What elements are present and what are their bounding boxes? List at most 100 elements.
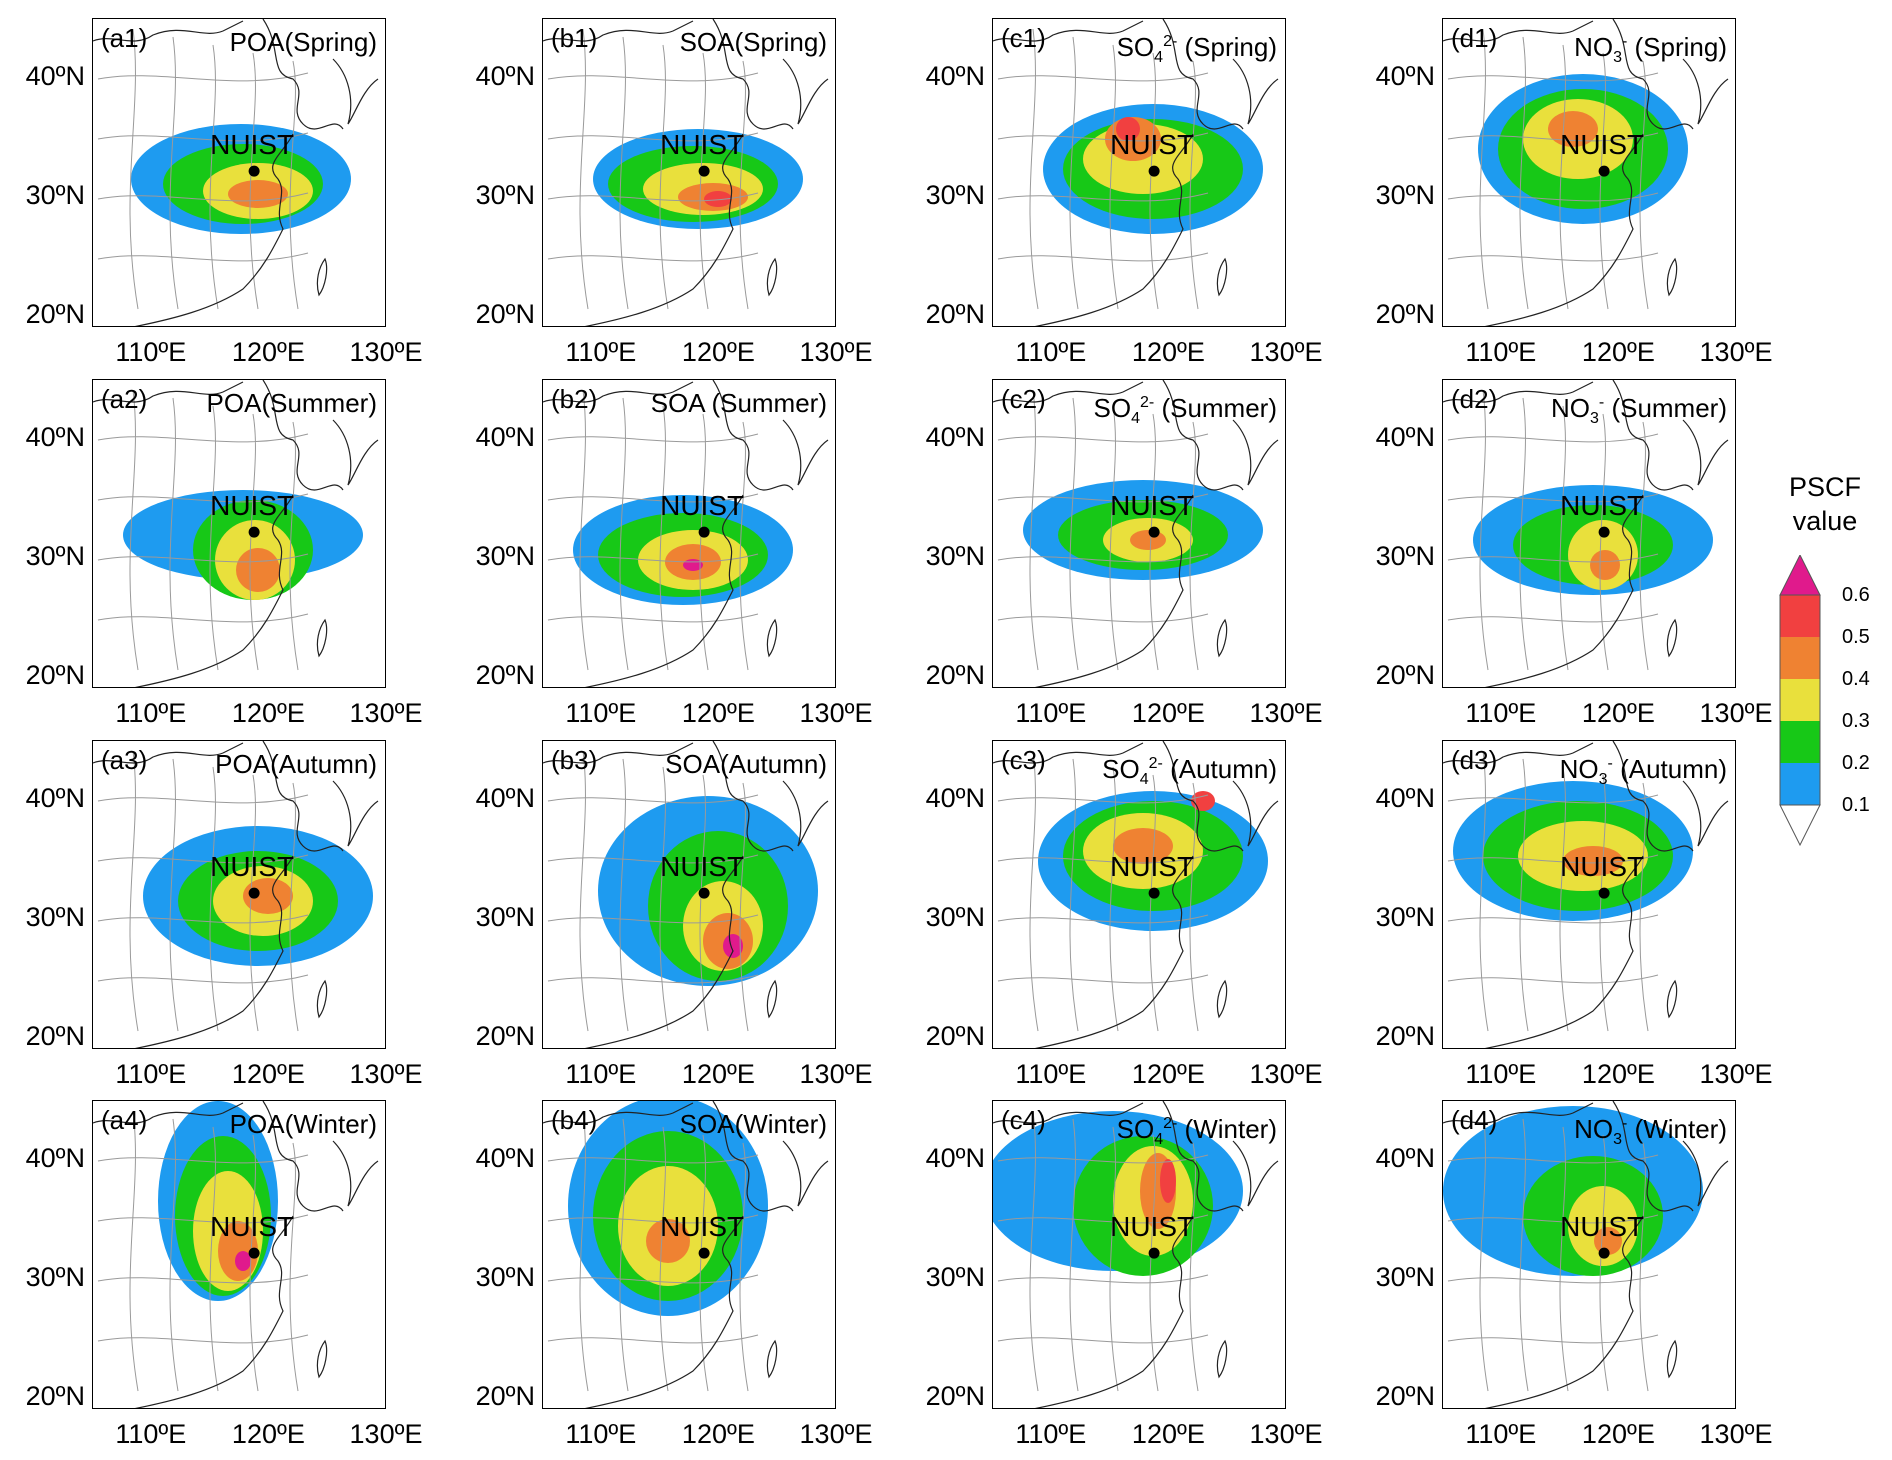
- nuist-site-marker: [1148, 1247, 1160, 1259]
- colorbar-tick-label: 0.4: [1842, 668, 1870, 690]
- nuist-site-marker: [1598, 1247, 1610, 1259]
- longitude-tick-label: 120ºE: [1581, 698, 1655, 728]
- map-frame: NUIST (a4) POA(Winter): [92, 1100, 386, 1409]
- species-charge: -: [1621, 33, 1628, 50]
- longitude-tick-label: 110ºE: [565, 698, 637, 728]
- map-panel-b2: NUIST (b2) SOA (Summer) 40ºN 30ºN 20ºN 110ºE 12…: [450, 379, 880, 739]
- species-subscript: 3: [1613, 49, 1622, 66]
- latitude-tick-label: 40ºN: [25, 783, 85, 814]
- species-name: POA: [215, 749, 271, 779]
- latitude-tick-label: 40ºN: [925, 1143, 985, 1174]
- latitude-tick-label: 40ºN: [25, 422, 85, 453]
- panel-label: (c2): [1001, 384, 1046, 414]
- colorbar-tick-label: 0.3: [1842, 710, 1870, 732]
- latitude-tick-label: 40ºN: [475, 422, 535, 453]
- species-name: SOA: [650, 388, 705, 418]
- nuist-site-label: NUIST: [1110, 490, 1195, 522]
- coastline: [93, 741, 379, 1048]
- pscf-contour-magenta: [235, 1251, 251, 1271]
- map-frame: NUIST (c4) SO42- (Winter): [992, 1100, 1286, 1409]
- nuist-site-marker: [698, 165, 710, 177]
- species-name: SO: [1102, 754, 1140, 784]
- latitude-tick-label: 30ºN: [475, 1262, 535, 1293]
- panel-label: (d2): [1451, 384, 1498, 414]
- pscf-contour-magenta: [723, 934, 743, 958]
- pscf-contour-orange: [646, 1219, 690, 1263]
- map-panel-d4: NUIST (d4) NO3- (Winter) 40ºN 30ºN 20ºN 110ºE 1…: [1350, 1100, 1780, 1460]
- longitude-tick-label: 130ºE: [1699, 337, 1773, 367]
- longitude-tick-label: 110ºE: [565, 1059, 637, 1089]
- panel-label: (d1): [1451, 23, 1498, 53]
- longitude-tick-label: 120ºE: [681, 337, 755, 367]
- map-frame: NUIST (d1) NO3- (Spring): [1442, 18, 1736, 327]
- season-name: (Winter): [1627, 1114, 1727, 1144]
- nuist-site-label: NUIST: [210, 1211, 295, 1243]
- nuist-site-marker: [1148, 887, 1160, 899]
- nuist-site-marker: [1598, 165, 1610, 177]
- longitude-tick-label: 130ºE: [349, 1419, 423, 1449]
- species-name: NO: [1574, 32, 1614, 62]
- species-subscript: 4: [1154, 1131, 1164, 1148]
- colorbar-tick-label: 0.5: [1842, 626, 1870, 648]
- province-borders: [1447, 1110, 1659, 1392]
- nuist-site-marker: [1598, 887, 1610, 899]
- nuist-site-label: NUIST: [1110, 1211, 1195, 1243]
- pscf-contour-red: [704, 191, 732, 207]
- latitude-tick-label: 20ºN: [25, 299, 85, 330]
- province-borders: [997, 750, 1209, 1032]
- map-frame: NUIST (d4) NO3- (Winter): [1442, 1100, 1736, 1409]
- map-frame: NUIST (a2) POA(Summer): [92, 379, 386, 688]
- species-name: SO: [1116, 32, 1155, 62]
- latitude-tick-label: 40ºN: [475, 1143, 535, 1174]
- latitude-tick-label: 30ºN: [475, 541, 535, 572]
- species-name: SOA: [679, 27, 735, 57]
- map-panel-c1: NUIST (c1) SO42- (Spring) 40ºN 30ºN 20ºN 110ºE…: [900, 18, 1330, 378]
- species-subscript: 3: [1598, 771, 1608, 788]
- longitude-tick-label: 130ºE: [1249, 698, 1323, 728]
- province-borders: [1447, 750, 1659, 1032]
- colorbar-title: PSCF value: [1770, 470, 1880, 538]
- season-name: (Winter): [734, 1109, 827, 1139]
- latitude-tick-label: 30ºN: [25, 180, 85, 211]
- nuist-site-marker: [248, 526, 260, 538]
- province-borders: [1447, 389, 1659, 671]
- species-subscript: 4: [1131, 410, 1140, 427]
- province-borders: [1447, 28, 1659, 310]
- longitude-tick-label: 130ºE: [799, 1059, 873, 1089]
- latitude-tick-label: 30ºN: [925, 902, 985, 933]
- pscf-contour-map: [1443, 1101, 1729, 1408]
- latitude-tick-label: 20ºN: [1375, 1021, 1435, 1052]
- colorbar-swatches: [1779, 555, 1821, 847]
- latitude-tick-label: 20ºN: [475, 660, 535, 691]
- latitude-tick-label: 20ºN: [25, 1021, 85, 1052]
- panel-title: SO42- (Summer): [1094, 390, 1278, 432]
- longitude-tick-label: 110ºE: [1465, 698, 1537, 728]
- season-name: (Spring): [1627, 32, 1727, 62]
- panel-title: POA(Winter): [230, 1111, 377, 1137]
- colorbar-tick-label: 0.1: [1842, 794, 1870, 816]
- nuist-site-label: NUIST: [660, 490, 745, 522]
- panel-label: (b1): [551, 23, 598, 53]
- panel-title: POA(Spring): [230, 29, 377, 55]
- map-frame: NUIST (a1) POA(Spring): [92, 18, 386, 327]
- panel-label: (a1): [101, 23, 148, 53]
- panel-label: (c1): [1001, 23, 1046, 53]
- species-name: POA: [206, 388, 262, 418]
- pscf-contour-orange: [228, 180, 288, 208]
- province-borders: [97, 1110, 309, 1392]
- longitude-tick-label: 120ºE: [1131, 1059, 1205, 1089]
- map-frame: NUIST (d2) NO3- (Summer): [1442, 379, 1736, 688]
- panel-title: SOA(Spring): [680, 29, 827, 55]
- latitude-tick-label: 20ºN: [1375, 299, 1435, 330]
- panel-label: (a2): [101, 384, 148, 414]
- panel-label: (a3): [101, 745, 148, 775]
- longitude-tick-label: 120ºE: [1581, 1419, 1655, 1449]
- latitude-tick-label: 30ºN: [475, 180, 535, 211]
- season-name: (Summer): [261, 388, 377, 418]
- longitude-tick-label: 130ºE: [1249, 1059, 1323, 1089]
- colorbar-swatch-magenta: [1779, 555, 1821, 596]
- panel-title: NO3- (Spring): [1574, 29, 1727, 71]
- species-subscript: 3: [1589, 410, 1599, 427]
- season-name: (Spring): [734, 27, 827, 57]
